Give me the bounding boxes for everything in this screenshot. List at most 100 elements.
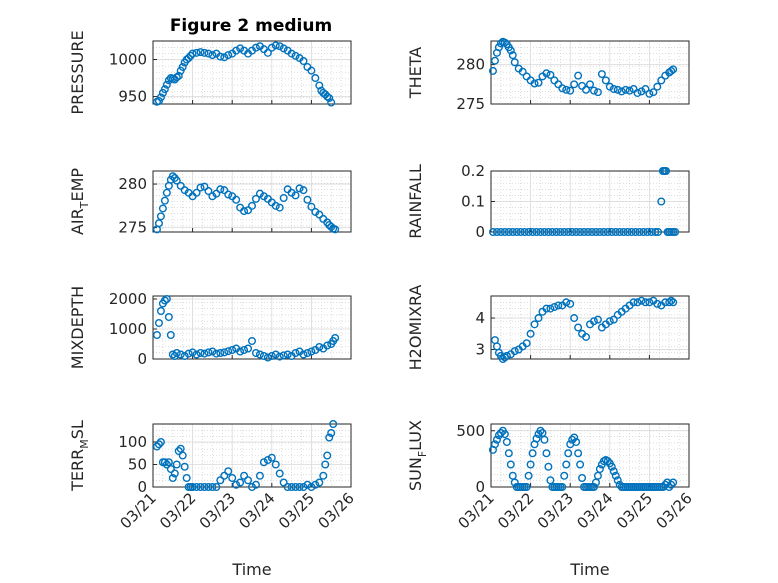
air_temp-series — [152, 172, 340, 234]
pressure-point — [188, 49, 197, 58]
sun_flux-ytick-label: 500 — [456, 422, 485, 440]
h2omixra-point — [502, 351, 511, 360]
rainfall-series — [488, 166, 680, 236]
sun_flux-point — [528, 449, 537, 458]
terr_msl-point — [240, 471, 249, 480]
h2omixra-point — [669, 298, 678, 307]
pressure-point — [224, 51, 233, 60]
terr_msl-point — [327, 429, 336, 438]
rainfall-point — [572, 227, 581, 236]
terr_msl-point — [170, 469, 179, 478]
theta-point — [494, 43, 503, 52]
terr_msl-point — [178, 451, 187, 460]
theta-point — [490, 56, 499, 65]
mixdepth-point — [192, 350, 201, 359]
mixdepth-ylabel: MIXDEPTH — [68, 286, 87, 369]
terr_msl-xlabel: Time — [231, 560, 271, 579]
h2omixra-point — [574, 323, 583, 332]
theta-point — [637, 87, 646, 96]
mixdepth-ytick-label: 2000 — [109, 290, 147, 308]
terr_msl-point — [244, 476, 253, 485]
air_temp-frame — [152, 170, 352, 233]
rainfall-point — [540, 227, 549, 236]
theta-point — [609, 85, 618, 94]
h2omixra-point — [593, 315, 602, 324]
h2omixra-point — [605, 317, 614, 326]
pressure-point — [271, 41, 280, 50]
air_temp-point — [279, 194, 288, 203]
sun_flux-point — [574, 449, 583, 458]
rainfall-point — [512, 227, 521, 236]
mixdepth-point — [156, 307, 165, 316]
air_temp-point — [247, 201, 256, 210]
rainfall-point — [580, 227, 589, 236]
theta-point — [605, 82, 614, 91]
sun_flux-point — [558, 483, 567, 492]
sun_flux-point — [526, 460, 535, 469]
terr_msl-point — [236, 478, 245, 487]
mixdepth-point — [216, 349, 225, 358]
rainfall-point — [587, 227, 596, 236]
air_temp-point — [331, 225, 340, 234]
rainfall-point — [568, 227, 577, 236]
terr_msl-point — [208, 483, 217, 492]
h2omixra-point — [542, 304, 551, 313]
rainfall-point — [500, 227, 509, 236]
rainfall-point — [599, 227, 608, 236]
mixdepth-point — [172, 349, 181, 358]
pressure-point — [307, 66, 316, 75]
rainfall-point — [584, 227, 593, 236]
mixdepth-point — [283, 350, 292, 359]
sun_flux-ylabel: SUNFLUX — [406, 420, 429, 491]
mixdepth-ytick-label: 1000 — [109, 320, 147, 338]
subplot-h2omixra: 3 4 H2OMIXRA — [406, 285, 690, 370]
sun_flux-point — [502, 438, 511, 447]
terr_msl-point — [291, 483, 300, 492]
pressure-point — [208, 51, 217, 60]
mixdepth-point — [176, 350, 185, 359]
pressure-point — [299, 57, 308, 66]
terr_msl-point — [303, 480, 312, 489]
mixdepth-point — [267, 352, 276, 361]
mixdepth-point — [188, 348, 197, 357]
rainfall-ytick-label: 0.2 — [461, 162, 485, 180]
air_temp-point — [158, 204, 167, 213]
h2omixra-point — [546, 304, 555, 313]
terr_msl-point — [279, 478, 288, 487]
pressure-point — [156, 93, 165, 102]
terr_msl-point — [180, 462, 189, 471]
air_temp-point — [271, 201, 280, 210]
rainfall-point — [544, 227, 553, 236]
terr_msl-point — [319, 471, 328, 480]
pressure-point — [216, 52, 225, 61]
theta-point — [566, 86, 575, 95]
terr_msl-point — [182, 474, 191, 483]
theta-point — [613, 85, 622, 94]
h2omixra-point — [510, 347, 519, 356]
terr_msl-point — [283, 483, 292, 492]
air_temp-point — [176, 181, 185, 190]
terr_msl-point — [287, 483, 296, 492]
air_temp-point — [315, 210, 324, 219]
rainfall-point — [603, 227, 612, 236]
h2omixra-ytick-label: 3 — [475, 341, 485, 359]
theta-point — [574, 71, 583, 80]
terr_msl-point — [323, 451, 332, 460]
theta-point — [645, 89, 654, 98]
terr_msl-point — [200, 483, 209, 492]
terr_msl-ytick-label: 0 — [137, 478, 147, 496]
pressure-point — [232, 46, 241, 55]
h2omixra-point — [641, 298, 650, 307]
pressure-point — [196, 48, 205, 57]
mixdepth-point — [263, 353, 272, 362]
rainfall-point — [643, 227, 652, 236]
air_temp-point — [220, 186, 229, 195]
rainfall-point — [552, 227, 561, 236]
theta-point — [589, 86, 598, 95]
theta-point — [601, 76, 610, 85]
air_temp-point — [162, 188, 171, 197]
theta-point — [506, 46, 515, 55]
terr_msl-point — [267, 453, 276, 462]
rainfall-ylabel: RAINFALL — [406, 164, 425, 239]
